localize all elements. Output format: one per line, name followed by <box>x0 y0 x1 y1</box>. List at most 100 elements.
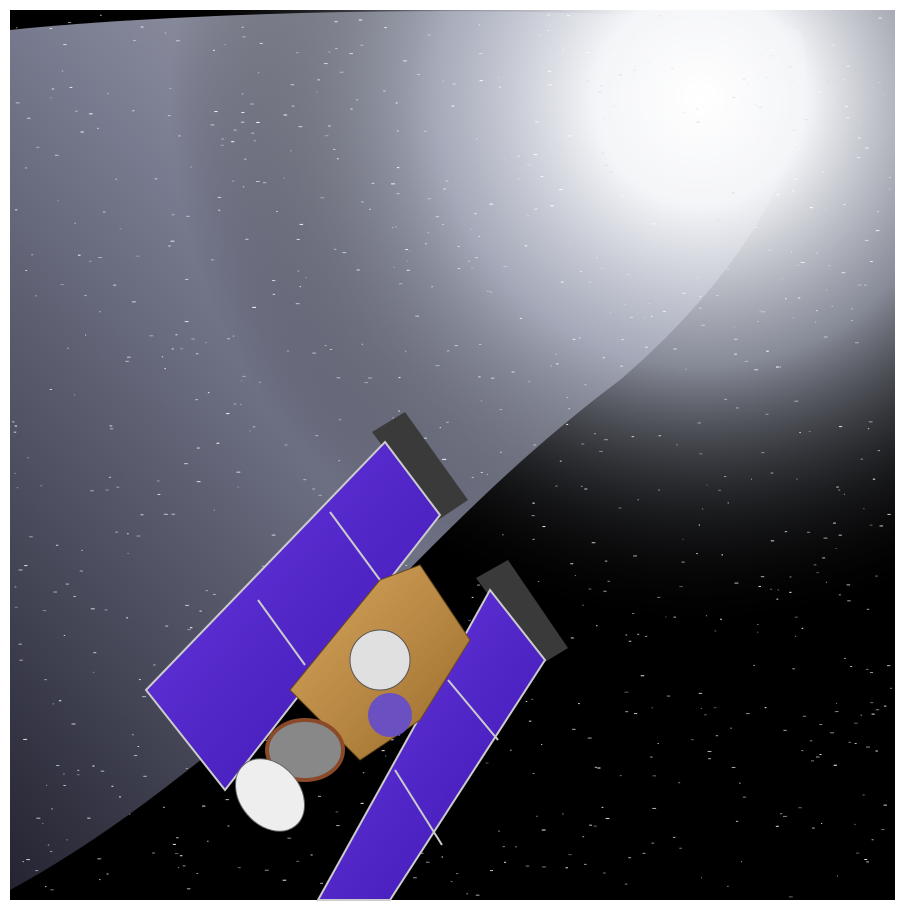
dust-particle <box>869 261 873 263</box>
dust-particle <box>758 106 762 108</box>
dust-particle <box>489 203 494 205</box>
dust-particle <box>68 21 72 23</box>
dust-particle <box>659 164 662 166</box>
dust-particle <box>250 103 254 105</box>
dust-particle <box>477 584 481 586</box>
dust-particle <box>195 399 198 401</box>
dust-particle <box>626 273 630 275</box>
dust-particle <box>765 76 770 78</box>
dust-particle <box>419 852 424 854</box>
dust-particle <box>741 861 743 863</box>
spacecraft <box>144 412 568 901</box>
dust-particle <box>681 561 685 563</box>
dust-particle <box>58 700 62 702</box>
dust-particle <box>295 303 300 305</box>
dust-particle <box>887 665 891 667</box>
dust-particle <box>528 164 532 166</box>
dust-particle <box>171 214 175 216</box>
dust-particle <box>713 707 717 709</box>
dust-particle <box>196 873 199 875</box>
dust-particle <box>515 846 517 848</box>
dust-particle <box>780 279 783 281</box>
dust-particle <box>320 197 325 199</box>
dust-particle <box>666 695 671 697</box>
dust-particle <box>186 215 190 217</box>
dust-particle <box>528 720 532 722</box>
dust-particle <box>716 295 719 297</box>
dust-particle <box>877 81 881 83</box>
dust-particle <box>662 310 667 312</box>
dust-particle <box>452 83 456 85</box>
dust-particle <box>650 756 653 758</box>
dust-particle <box>537 105 542 107</box>
dust-particle <box>591 542 596 544</box>
dust-particle <box>782 815 787 817</box>
dust-particle <box>568 854 572 856</box>
dust-particle <box>56 765 60 767</box>
dust-particle <box>547 30 549 32</box>
dust-particle <box>845 106 848 108</box>
dust-particle <box>405 249 408 251</box>
dust-particle <box>97 858 102 860</box>
dust-particle <box>398 283 403 285</box>
dust-particle <box>213 49 215 51</box>
dust-particle <box>726 268 730 270</box>
dust-particle <box>864 239 869 241</box>
dust-particle <box>754 226 758 228</box>
dust-particle <box>682 538 684 540</box>
dust-particle <box>191 338 195 340</box>
dust-particle <box>471 476 474 478</box>
dust-particle <box>499 409 503 411</box>
dust-particle <box>613 105 616 107</box>
dust-particle <box>846 584 851 586</box>
dust-particle <box>782 87 785 89</box>
dust-particle <box>435 365 440 367</box>
dust-particle <box>832 44 835 46</box>
dust-particle <box>584 488 588 490</box>
dust-particle <box>546 14 551 16</box>
dust-particle <box>639 34 641 36</box>
dust-particle <box>138 679 141 681</box>
dust-particle <box>213 593 216 595</box>
dust-particle <box>714 630 717 632</box>
dust-particle <box>291 105 295 107</box>
dust-particle <box>567 242 571 244</box>
dust-particle <box>875 575 878 577</box>
dust-particle <box>559 460 562 462</box>
dust-particle <box>232 335 235 337</box>
dust-particle <box>337 158 339 160</box>
dust-particle <box>866 668 869 670</box>
dust-particle <box>89 113 93 115</box>
dust-particle <box>770 588 772 590</box>
dust-particle <box>509 749 512 751</box>
dust-particle <box>841 272 846 274</box>
dust-particle <box>765 413 769 415</box>
dust-particle <box>706 129 710 131</box>
dust-particle <box>93 652 97 654</box>
dust-particle <box>170 240 175 242</box>
dust-particle <box>403 60 407 62</box>
solar-panel <box>316 588 547 901</box>
dust-particle <box>99 879 101 881</box>
dust-particle <box>46 784 48 786</box>
dust-particle <box>286 350 290 352</box>
dust-particle <box>562 813 564 815</box>
dust-particle <box>177 866 180 868</box>
dust-particle <box>240 121 245 123</box>
dust-particle <box>716 143 719 145</box>
dust-particle <box>555 485 558 487</box>
dust-particle <box>74 110 78 112</box>
dust-particle <box>185 604 189 606</box>
dust-particle <box>789 591 792 593</box>
dust-particle <box>890 687 893 689</box>
dust-particle <box>682 292 686 294</box>
dust-particle <box>468 619 471 621</box>
dust-particle <box>734 173 736 175</box>
dust-particle <box>427 198 431 200</box>
dust-particle <box>497 76 500 78</box>
dust-particle <box>396 193 400 195</box>
dust-particle <box>134 755 138 757</box>
dust-particle <box>256 180 260 182</box>
dust-particle <box>872 478 876 480</box>
dust-particle <box>832 80 836 82</box>
